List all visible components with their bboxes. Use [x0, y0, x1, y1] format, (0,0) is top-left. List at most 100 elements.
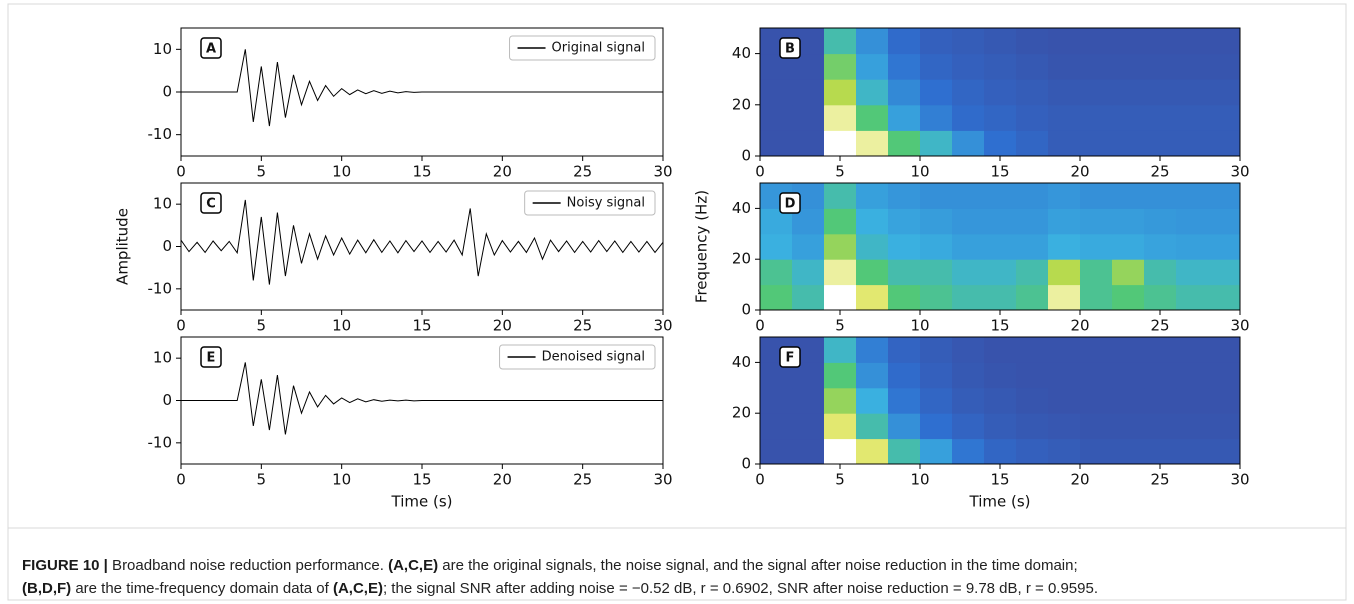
- legend-box: [499, 344, 656, 370]
- heatmap-cell: [1176, 53, 1209, 80]
- x-tick-label: 25: [1150, 471, 1169, 489]
- heatmap-cell: [1208, 284, 1240, 310]
- heatmap-cell: [1208, 130, 1240, 156]
- x-tick-label: 15: [412, 163, 431, 181]
- y-tick-label: 40: [732, 44, 751, 62]
- x-axis-label: Time (s): [391, 493, 453, 511]
- x-tick-label: 0: [755, 471, 765, 489]
- heatmap-cell: [920, 284, 953, 310]
- x-tick-label: 5: [835, 163, 845, 181]
- heatmap-cell: [760, 79, 793, 106]
- heatmap-cell: [792, 104, 825, 131]
- heatmap-cell: [1112, 438, 1145, 464]
- caption-text: (B,D,F): [22, 580, 71, 597]
- heatmap-cell: [952, 104, 985, 131]
- heatmap-cell: [1208, 79, 1240, 106]
- heatmap-cell: [1048, 104, 1081, 131]
- x-tick-label: 5: [835, 317, 845, 335]
- legend: Original signal: [509, 35, 656, 61]
- heatmap-cell: [1080, 413, 1113, 440]
- heatmap-cell: [952, 337, 985, 363]
- y-tick-label: 20: [732, 404, 751, 422]
- x-tick-label: 25: [573, 163, 592, 181]
- heatmap-cell: [952, 259, 985, 286]
- heatmap-cell: [856, 53, 889, 80]
- heatmap-cell: [792, 259, 825, 286]
- heatmap-cell: [1208, 104, 1240, 131]
- heatmap-cell: [856, 362, 889, 389]
- heatmap-cell: [952, 438, 985, 464]
- x-tick-label: 10: [910, 163, 929, 181]
- heatmap-cell: [824, 259, 857, 286]
- heatmap-cell: [1080, 104, 1113, 131]
- heatmap-cell: [984, 53, 1017, 80]
- heatmap-cell: [824, 28, 857, 55]
- heatmap-cell: [1112, 362, 1145, 389]
- heatmap-cell: [1176, 233, 1209, 260]
- x-tick-label: 30: [653, 163, 672, 181]
- x-tick-label: 30: [653, 317, 672, 335]
- legend: Denoised signal: [499, 344, 656, 370]
- heatmap-cell: [792, 130, 825, 156]
- caption-text: Broadband noise reduction performance.: [108, 557, 388, 574]
- x-axis-label: Time (s): [969, 493, 1031, 511]
- heatmap-cell: [888, 104, 921, 131]
- heatmap-cell: [1080, 233, 1113, 260]
- heatmap-cell: [1176, 438, 1209, 464]
- x-tick-label: 25: [1150, 163, 1169, 181]
- x-tick-label: 25: [573, 471, 592, 489]
- heatmap-cell: [984, 208, 1017, 235]
- heatmap-cell: [824, 284, 857, 310]
- panel-label-box: [779, 346, 801, 368]
- heatmap-cell: [1112, 79, 1145, 106]
- caption-text: are the original signals, the noise sign…: [438, 557, 1078, 574]
- heatmap-cell: [1048, 362, 1081, 389]
- heatmap-cell: [1112, 183, 1145, 209]
- heatmap-cell: [920, 183, 953, 209]
- heatmap-cell: [824, 337, 857, 363]
- heatmap-cell: [856, 259, 889, 286]
- x-tick-label: 30: [1230, 317, 1249, 335]
- heatmap-cell: [920, 233, 953, 260]
- heatmap-cell: [984, 362, 1017, 389]
- heatmap-cell: [856, 337, 889, 363]
- heatmap-cell: [824, 413, 857, 440]
- panel-label-box: [779, 37, 801, 59]
- heatmap-cell: [1112, 104, 1145, 131]
- heatmap-cell: [1144, 259, 1177, 286]
- heatmap-cell: [1208, 413, 1240, 440]
- heatmap-cell: [1144, 183, 1177, 209]
- heatmap-cell: [760, 104, 793, 131]
- heatmap-cell: [1080, 259, 1113, 286]
- heatmap-cell: [1208, 259, 1240, 286]
- panel-label-box: [200, 192, 222, 214]
- heatmap-cell: [1144, 53, 1177, 80]
- heatmap-cell: [952, 28, 985, 55]
- y-tick-label: 0: [162, 391, 172, 409]
- heatmap-cell: [1144, 79, 1177, 106]
- heatmap-cell: [920, 337, 953, 363]
- heatmap-cell: [1016, 208, 1049, 235]
- heatmap-cell: [824, 208, 857, 235]
- x-tick-label: 10: [332, 317, 351, 335]
- heatmap-cell: [1016, 259, 1049, 286]
- heatmap-cell: [1176, 284, 1209, 310]
- heatmap-cell: [920, 104, 953, 131]
- x-tick-label: 0: [755, 317, 765, 335]
- heatmap-cell: [760, 130, 793, 156]
- heatmap-cell: [984, 28, 1017, 55]
- heatmap-cell: [824, 53, 857, 80]
- heatmap-cell: [1080, 208, 1113, 235]
- heatmap-cell: [1048, 28, 1081, 55]
- heatmap-cell: [1112, 413, 1145, 440]
- heatmap-cell: [792, 233, 825, 260]
- heatmap-cell: [1112, 130, 1145, 156]
- y-tick-label: 40: [732, 353, 751, 371]
- heatmap-cell: [1144, 413, 1177, 440]
- heatmap-cell: [1080, 53, 1113, 80]
- heatmap-cell: [824, 438, 857, 464]
- heatmap-cell: [984, 438, 1017, 464]
- heatmap-cell: [1176, 79, 1209, 106]
- heatmap-cell: [1144, 337, 1177, 363]
